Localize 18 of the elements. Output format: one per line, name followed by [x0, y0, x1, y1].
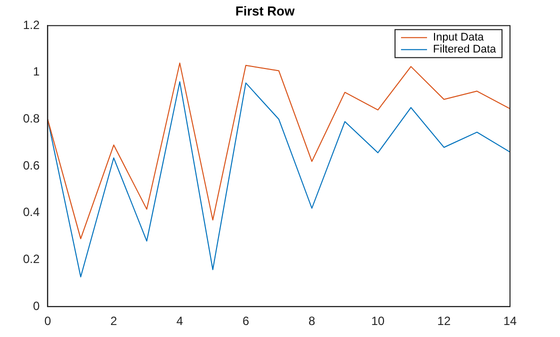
x-tick-label: 4	[176, 314, 184, 328]
y-tick-label: 1.2	[22, 18, 40, 32]
y-tick-label: 0.4	[22, 205, 40, 220]
legend-label: Filtered Data	[433, 44, 497, 56]
chart-title: First Row	[235, 3, 296, 18]
x-tick-label: 6	[242, 314, 250, 328]
y-tick-label: 0.6	[22, 158, 40, 172]
x-tick-label: 14	[503, 314, 517, 328]
y-tick-label: 0.8	[22, 112, 40, 126]
x-tick-label: 0	[44, 314, 52, 328]
x-tick-label: 10	[371, 314, 385, 328]
x-tick-label: 2	[110, 314, 118, 328]
legend-label: Input Data	[433, 32, 485, 44]
x-tick-label: 8	[308, 314, 316, 328]
y-tick-label: 0	[32, 298, 40, 313]
x-tick-label: 12	[437, 314, 451, 328]
y-tick-label: 0.2	[22, 252, 40, 266]
y-tick-label: 1	[32, 64, 40, 79]
